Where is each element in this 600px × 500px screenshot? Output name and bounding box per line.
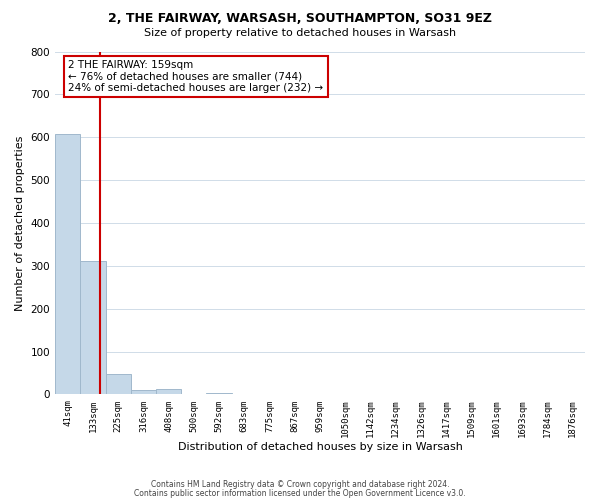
Text: Contains HM Land Registry data © Crown copyright and database right 2024.: Contains HM Land Registry data © Crown c… bbox=[151, 480, 449, 489]
Bar bbox=[156, 389, 181, 394]
Bar bbox=[131, 390, 156, 394]
Text: Size of property relative to detached houses in Warsash: Size of property relative to detached ho… bbox=[144, 28, 456, 38]
Bar bbox=[80, 261, 106, 394]
Bar bbox=[206, 392, 232, 394]
Text: 2, THE FAIRWAY, WARSASH, SOUTHAMPTON, SO31 9EZ: 2, THE FAIRWAY, WARSASH, SOUTHAMPTON, SO… bbox=[108, 12, 492, 26]
Bar bbox=[106, 374, 131, 394]
X-axis label: Distribution of detached houses by size in Warsash: Distribution of detached houses by size … bbox=[178, 442, 463, 452]
Text: 2 THE FAIRWAY: 159sqm
← 76% of detached houses are smaller (744)
24% of semi-det: 2 THE FAIRWAY: 159sqm ← 76% of detached … bbox=[68, 60, 323, 94]
Bar bbox=[55, 134, 80, 394]
Y-axis label: Number of detached properties: Number of detached properties bbox=[15, 136, 25, 310]
Text: Contains public sector information licensed under the Open Government Licence v3: Contains public sector information licen… bbox=[134, 488, 466, 498]
